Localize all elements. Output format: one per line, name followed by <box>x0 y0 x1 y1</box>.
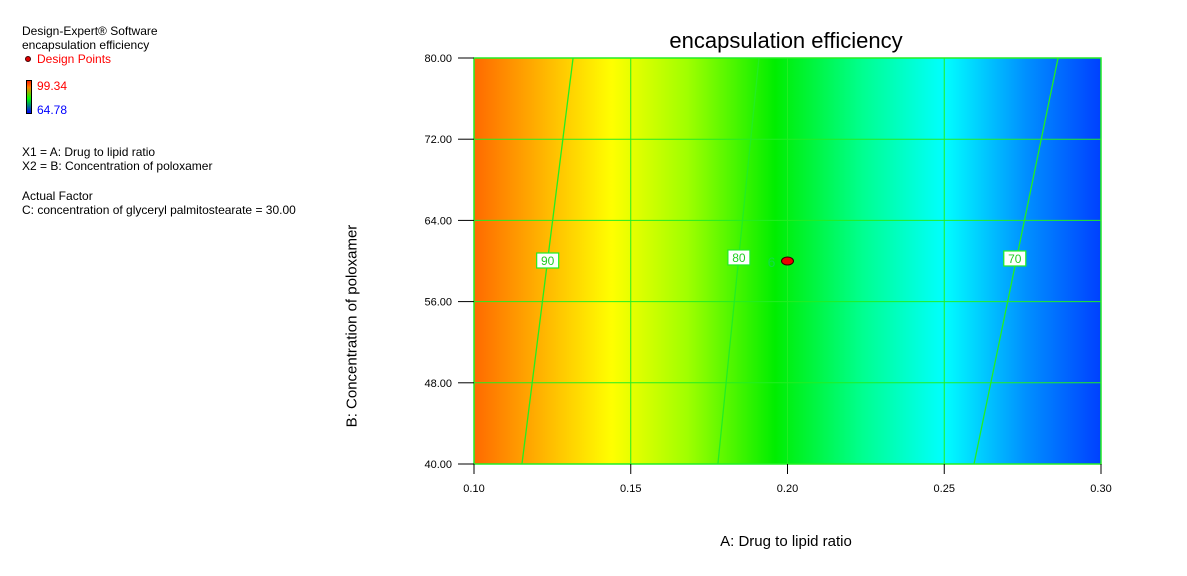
contour-label-box <box>536 252 560 269</box>
design-point-replicates: 6 <box>768 254 776 270</box>
contour-label-80: 80 <box>732 251 746 265</box>
design-points: 6 <box>768 254 794 270</box>
x-tick-label: 0.15 <box>620 483 641 495</box>
software-name: Design-Expert® Software <box>22 24 158 38</box>
grid-lines <box>473 57 1102 465</box>
contour-label-70: 70 <box>1008 252 1022 266</box>
contour-label-box <box>727 249 751 266</box>
actual-factor-value: C: concentration of glyceryl palmitostea… <box>22 203 296 217</box>
y-tick-label: 72.00 <box>424 134 452 146</box>
factor-x2: X2 = B: Concentration of poloxamer <box>22 159 213 173</box>
scale-max-value: 99.34 <box>37 79 68 93</box>
design-point-marker-icon <box>25 56 31 62</box>
axes: 40.00 48.00 56.00 64.00 72.00 80.00 0.10 0.15 0.… <box>424 53 1111 495</box>
factor-x1: X1 = A: Drug to lipid ratio <box>22 145 156 159</box>
x-tick-label: 0.20 <box>777 483 798 495</box>
contour-label-box <box>1003 250 1027 267</box>
x-tick-label: 0.30 <box>1090 483 1111 495</box>
contour-label-90: 90 <box>541 254 555 268</box>
x-tick-label: 0.10 <box>463 483 484 495</box>
y-tick-label: 48.00 <box>424 378 452 390</box>
chart-title: encapsulation efficiency <box>669 28 903 53</box>
color-scale-bar <box>26 80 32 114</box>
y-tick-label: 80.00 <box>424 53 452 65</box>
design-point <box>781 256 794 266</box>
color-scale: 99.34 64.78 <box>22 66 158 117</box>
contour-lines: 90 80 70 <box>521 57 1059 465</box>
x-tick-label: 0.25 <box>934 483 955 495</box>
scale-min-value: 64.78 <box>37 103 68 117</box>
y-tick-label: 64.00 <box>424 215 452 227</box>
x-axis-label: A: Drug to lipid ratio <box>720 533 852 550</box>
response-name: encapsulation efficiency <box>22 38 150 52</box>
design-points-legend: Design Points <box>22 52 158 66</box>
legend-block: Design-Expert® Software encapsulation ef… <box>22 24 158 117</box>
y-tick-label: 40.00 <box>424 459 452 471</box>
y-tick-label: 56.00 <box>424 297 452 309</box>
design-points-label: Design Points <box>37 52 112 66</box>
actual-factor-heading: Actual Factor <box>22 189 93 203</box>
